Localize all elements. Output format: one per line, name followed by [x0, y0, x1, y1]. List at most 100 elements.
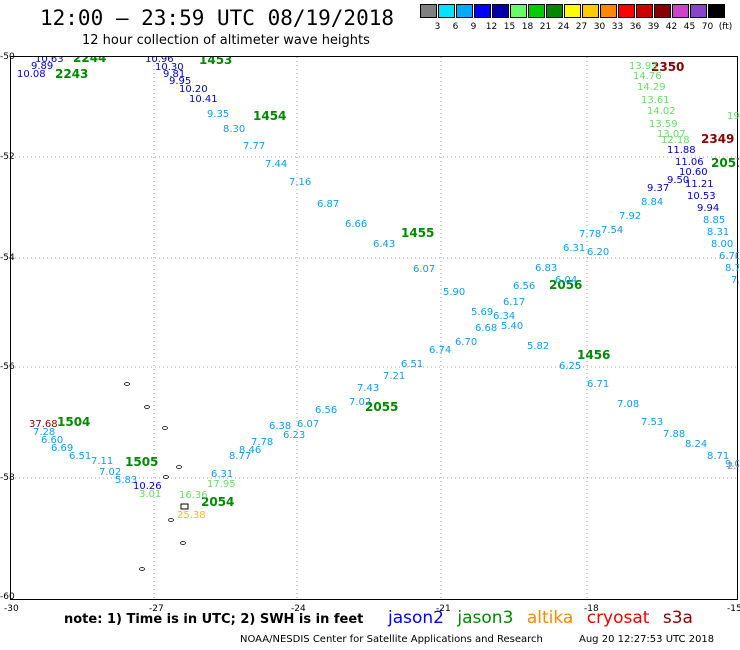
legend-label: 6 — [452, 22, 459, 32]
wave-height-value: 10.41 — [189, 94, 218, 105]
wave-height-value: 13.93 — [629, 61, 658, 72]
wave-height-value: 14.76 — [633, 71, 662, 82]
track-label: 1504 — [57, 415, 90, 429]
wave-height-value: 6.34 — [493, 311, 515, 322]
wave-height-value: 19 — [727, 111, 739, 122]
legend-swatch — [438, 4, 455, 18]
legend-swatch — [456, 4, 473, 18]
wave-height-value: 8.7 — [725, 263, 739, 274]
island-shape — [124, 382, 130, 386]
note-text: note: 1) Time is in UTC; 2) SWH is in fe… — [64, 612, 364, 627]
legend-swatch — [690, 4, 707, 18]
x-axis-label: -15 — [727, 604, 740, 614]
track-label: 2350 — [651, 60, 684, 74]
legend-swatch — [546, 4, 563, 18]
x-axis-label: -30 — [4, 604, 19, 614]
legend-swatch — [654, 4, 671, 18]
legend-label: 30 — [593, 22, 606, 32]
satellite-name-cryosat: cryosat — [586, 608, 650, 628]
track-label: 1505 — [125, 455, 158, 469]
legend-swatch — [708, 4, 725, 18]
track-label: 1456 — [577, 348, 610, 362]
wave-height-value: 9.81 — [163, 69, 185, 80]
wave-height-value: 5.40 — [501, 321, 523, 332]
wave-height-value: 8.71 — [707, 451, 729, 462]
wave-height-value: 2.47 — [727, 461, 739, 472]
island-shape — [163, 475, 169, 479]
legend-label: 3 — [434, 22, 441, 32]
legend-swatch — [492, 4, 509, 18]
wave-height-value: 8.00 — [711, 239, 733, 250]
wave-height-value: 10.26 — [133, 481, 162, 492]
legend-label: 18 — [521, 22, 534, 32]
wave-height-value: 7.78 — [579, 229, 601, 240]
track-label: 2057 — [711, 156, 739, 170]
track-label: 2054 — [201, 495, 234, 509]
wave-height-value: 7.11 — [91, 456, 113, 467]
x-axis-label: -24 — [291, 604, 306, 614]
wave-height-value: 6.23 — [283, 430, 305, 441]
legend-swatch — [672, 4, 689, 18]
wave-height-value: 7.16 — [289, 177, 311, 188]
legend-swatch — [420, 4, 437, 18]
legend-swatch — [564, 4, 581, 18]
wave-height-map: 2244 2243 1453 1454 1455 1456 2350 2349 2057 2056… — [11, 57, 739, 601]
wave-height-value: 9.35 — [207, 109, 229, 120]
wave-height-value: 10.30 — [155, 62, 184, 73]
wave-height-value: 9.37 — [647, 183, 669, 194]
wave-height-value: 6.70 — [455, 337, 477, 348]
wave-height-value: 6.87 — [317, 199, 339, 210]
x-axis-label: -27 — [149, 604, 164, 614]
satellite-name-s3a: s3a — [662, 608, 693, 628]
satellite-name-jason2: jason2 — [388, 608, 444, 628]
wave-height-value: 13.59 — [649, 119, 678, 130]
wave-height-value: 10.63 — [35, 57, 64, 65]
wave-height-value: 25.38 — [177, 510, 206, 521]
map-frame: 2244 2243 1453 1454 1455 1456 2350 2349 2057 2056… — [10, 56, 739, 601]
island-shape — [139, 567, 145, 571]
wave-height-value: 8.46 — [239, 445, 261, 456]
wave-height-value: 7.08 — [617, 399, 639, 410]
legend-label: 24 — [557, 22, 570, 32]
legend-label: 33 — [611, 22, 624, 32]
y-axis-label: -52 — [0, 152, 15, 162]
wave-height-value: 5.90 — [443, 287, 465, 298]
wave-height-value: 10.08 — [17, 69, 46, 80]
track-label: 2244 — [73, 57, 106, 65]
legend-swatch — [600, 4, 617, 18]
footer-timestamp: Aug 20 12:27:53 UTC 2018 — [579, 634, 715, 645]
legend-label: 42 — [665, 22, 678, 32]
legend-label: 39 — [647, 22, 660, 32]
wave-height-value: 6.83 — [535, 263, 557, 274]
wave-height-value: 9.50 — [667, 175, 689, 186]
wave-height-value: 6.71 — [587, 379, 609, 390]
legend-label: 15 — [503, 22, 516, 32]
wave-height-value: 6.43 — [373, 239, 395, 250]
page-title: 12:00 – 23:59 UTC 08/19/2018 — [40, 6, 395, 30]
island-shape — [176, 465, 182, 469]
color-scale-legend: 3 6 9 12 15 18 21 24 27 30 33 36 39 42 45 70 (ft) — [420, 4, 732, 36]
wave-height-value: 10.96 — [145, 57, 174, 65]
x-axis-label: -21 — [436, 604, 451, 614]
island-shape — [162, 426, 168, 430]
wave-height-value: 6.56 — [513, 281, 535, 292]
wave-height-value: 6.74 — [429, 345, 451, 356]
wave-height-value: 13.61 — [641, 95, 670, 106]
wave-height-value: 37.68 — [29, 419, 58, 430]
wave-height-value: 9.94 — [697, 203, 719, 214]
legend-label: 36 — [629, 22, 642, 32]
wave-height-value: 14.29 — [637, 82, 666, 93]
wave-height-value: 6.69 — [51, 443, 73, 454]
footer-credit: NOAA/NESDIS Center for Satellite Applica… — [240, 634, 543, 645]
legend-swatch — [618, 4, 635, 18]
wave-height-value: 6.07 — [297, 419, 319, 430]
track-label: 1454 — [253, 109, 286, 123]
wave-height-value: 9.06 — [725, 459, 739, 470]
wave-height-value: 6.38 — [269, 421, 291, 432]
wave-height-value: 6.04 — [555, 275, 577, 286]
wave-height-value: 7.21 — [383, 371, 405, 382]
wave-height-value: 6.31 — [211, 469, 233, 480]
wave-height-value: 9. — [11, 57, 21, 60]
wave-height-value: 6.60 — [41, 435, 63, 446]
wave-height-value: 9.89 — [31, 61, 53, 72]
